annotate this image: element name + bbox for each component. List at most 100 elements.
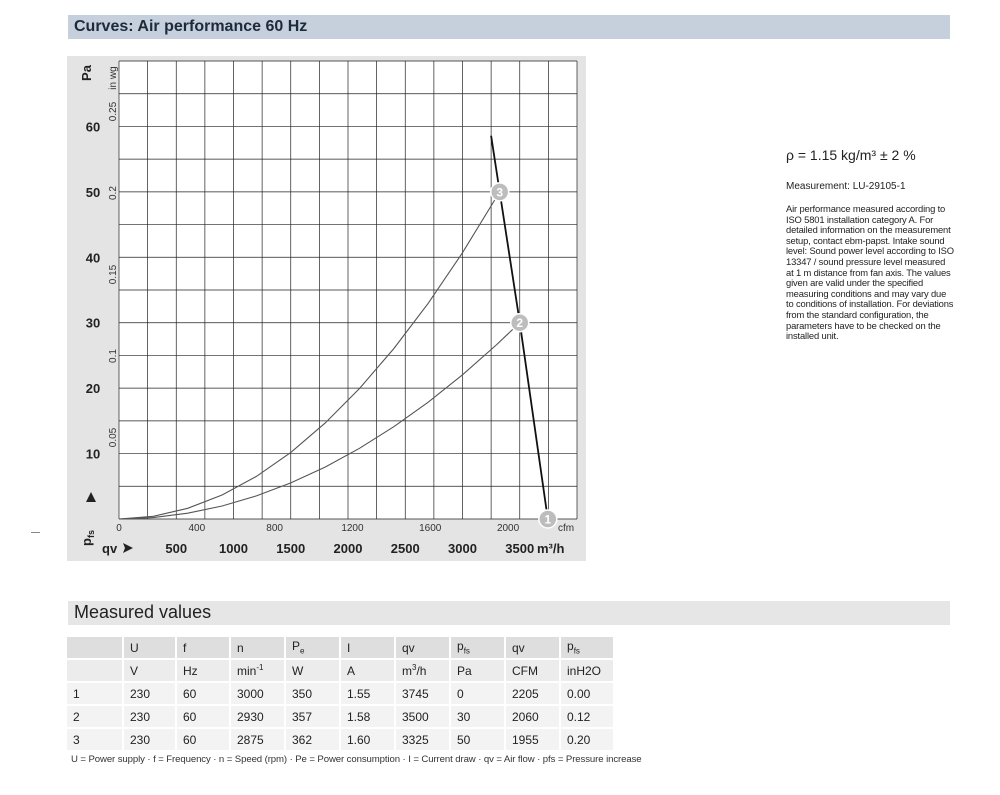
x-axis-label-qv: qv [102, 541, 118, 556]
air-density-note: ρ = 1.15 kg/m³ ± 2 % [786, 147, 916, 163]
table-cell: 2205 [506, 683, 561, 706]
table-cell: 230 [124, 683, 177, 706]
table-cell: 60 [177, 706, 231, 729]
table-cell: 3000 [231, 683, 286, 706]
table-cell: 2930 [231, 706, 286, 729]
table-cell: 2875 [231, 729, 286, 752]
operating-point-1: 1 [538, 509, 558, 529]
x-tick-cfm: 1200 [341, 523, 364, 534]
header-cell: n [231, 637, 286, 660]
operating-point-label: 3 [496, 185, 503, 199]
table-cell: 1955 [506, 729, 561, 752]
table-cell: 50 [451, 729, 506, 752]
x-tick-m3h: 500 [165, 541, 187, 556]
y-tick-pa: 10 [86, 447, 100, 462]
table-cell: 60 [177, 683, 231, 706]
table-cell: 0.20 [561, 729, 615, 752]
table-cell: 3325 [396, 729, 451, 752]
x-tick-cfm: 1600 [419, 523, 442, 534]
table-cell: 1.58 [341, 706, 396, 729]
table-row: 2 230 60 2930 357 1.58 3500 30 2060 0.12 [67, 706, 615, 729]
operating-point-marker [538, 509, 558, 529]
measurement-info-note: Air performance measured according to IS… [786, 203, 954, 342]
operating-point-label: 2 [516, 316, 523, 330]
table-cell: 357 [286, 706, 341, 729]
table-cell: 3500 [396, 706, 451, 729]
y-axis-arrow-icon [86, 492, 96, 502]
table-cell: 230 [124, 706, 177, 729]
table-cell: 230 [124, 729, 177, 752]
y-axis-label-pa: Pa [79, 64, 94, 81]
header-cell: U [124, 637, 177, 660]
y-tick-pa: 40 [86, 250, 100, 265]
table-cell: 350 [286, 683, 341, 706]
table-cell: 1.60 [341, 729, 396, 752]
y-tick-pa: 30 [86, 316, 100, 331]
chart-panel: 1 2 3 10 20 30 40 50 60 0.05 0.1 0.15 0.2 0.25 Pa in w… [67, 56, 586, 561]
y-tick-inwg: 0.2 [108, 186, 119, 200]
table-cell: 3 [67, 729, 124, 752]
operating-point-marker [489, 182, 510, 202]
x-tick-m3h: 3500 [505, 541, 534, 556]
dash-mark [31, 532, 40, 533]
operating-point-label: 1 [544, 513, 551, 527]
header-cell: qv [506, 637, 561, 660]
table-legend: U = Power supply · f = Frequency · n = S… [71, 754, 642, 765]
header-cell: qv [396, 637, 451, 660]
operating-point-marker [510, 312, 530, 333]
x-axis-unit-cfm: cfm [558, 523, 574, 534]
y-axis-symbol: pfs [79, 530, 96, 546]
curves-title: Curves: Air performance 60 Hz [74, 18, 308, 35]
fan-curve [490, 135, 549, 520]
operating-point-2: 2 [510, 312, 530, 333]
table-cell: 3745 [396, 683, 451, 706]
curves-section-header: Curves: Air performance 60 Hz [68, 15, 950, 39]
x-tick-cfm: 2000 [497, 523, 520, 534]
unit-cell: V [124, 660, 177, 683]
header-cell: pfs [451, 637, 506, 660]
grid-lines [118, 60, 578, 520]
series-layer [118, 135, 549, 520]
x-tick-m3h: 2500 [391, 541, 420, 556]
table-cell: 0 [451, 683, 506, 706]
table-cell: 1 [67, 683, 124, 706]
legend-text: U = Power supply · f = Frequency · n = S… [71, 754, 642, 765]
y-tick-inwg: 0.15 [108, 264, 119, 284]
x-axis-unit-m3h: m³/h [537, 541, 565, 556]
unit-cell: CFM [506, 660, 561, 683]
header-cell: pfs [561, 637, 615, 660]
table-cell: 2060 [506, 706, 561, 729]
unit-cell [67, 660, 124, 683]
measured-section-header: Measured values [68, 601, 950, 625]
y-tick-inwg: 0.1 [108, 349, 119, 363]
table-row: 1 230 60 3000 350 1.55 3745 0 2205 0.00 [67, 683, 615, 706]
table-cell: 30 [451, 706, 506, 729]
x-axis-arrow-icon [123, 543, 133, 553]
x-tick-m3h: 1000 [219, 541, 248, 556]
x-tick-cfm: 800 [266, 523, 283, 534]
header-cell: f [177, 637, 231, 660]
unit-cell: Pa [451, 660, 506, 683]
y-axis-label-inwg: in wg [108, 66, 119, 89]
y-tick-inwg: 0.05 [108, 427, 119, 447]
table-cell: 2 [67, 706, 124, 729]
table-row: 3 230 60 2875 362 1.60 3325 50 1955 0.20 [67, 729, 615, 752]
table-cell: 60 [177, 729, 231, 752]
x-tick-cfm: 400 [188, 523, 205, 534]
header-cell: I [341, 637, 396, 660]
unit-cell: m3/h [396, 660, 451, 683]
unit-cell: inH2O [561, 660, 615, 683]
system-curve-2 [118, 322, 521, 520]
y-tick-pa: 50 [86, 185, 100, 200]
y-tick-pa: 20 [86, 381, 100, 396]
system-curve-3 [118, 191, 501, 520]
measurement-id-note: Measurement: LU-29105-1 [786, 181, 906, 192]
header-cell [67, 637, 124, 660]
unit-cell: min-1 [231, 660, 286, 683]
unit-cell: W [286, 660, 341, 683]
air-performance-chart: 1 2 3 10 20 30 40 50 60 0.05 0.1 0.15 0.2 0.25 Pa in w… [79, 60, 578, 556]
